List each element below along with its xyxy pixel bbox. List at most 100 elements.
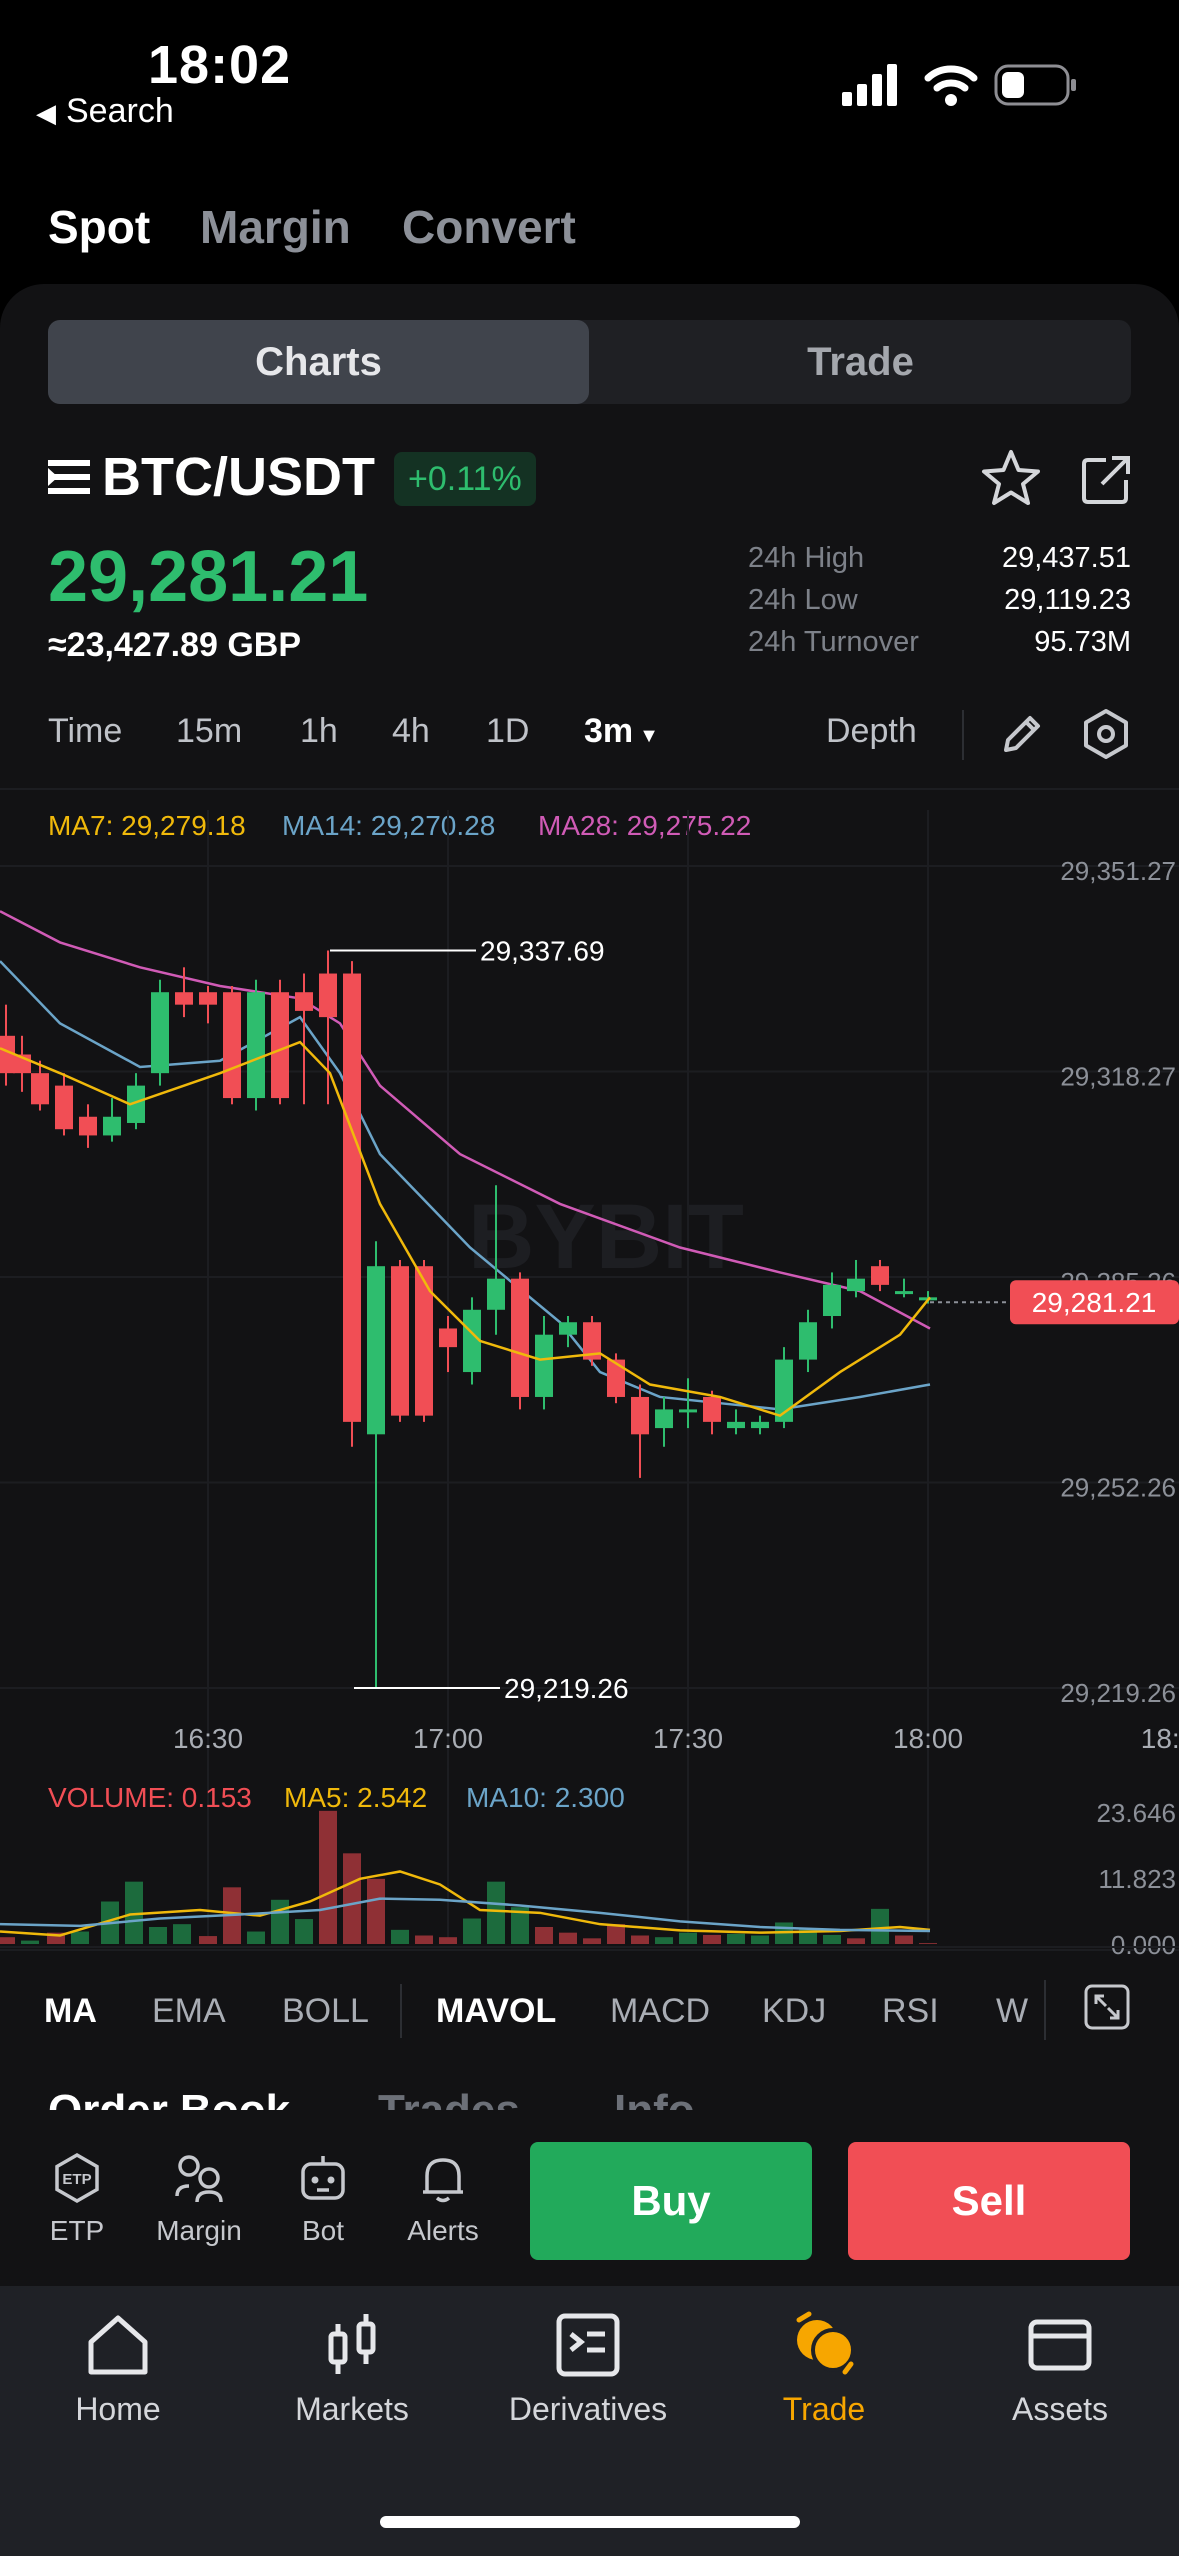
- volume-bar: [343, 1853, 361, 1944]
- candle-body: [799, 1322, 817, 1360]
- volume-bar: [149, 1926, 167, 1944]
- nav-assets[interactable]: Assets: [960, 2310, 1160, 2428]
- candle-body: [583, 1322, 601, 1360]
- nav-markets-label: Markets: [295, 2391, 409, 2427]
- volume-bar: [319, 1810, 337, 1944]
- divider: [0, 788, 1179, 790]
- tf-1h[interactable]: 1h: [300, 712, 338, 750]
- trade-coins-icon: [796, 2311, 855, 2375]
- candlestick-chart[interactable]: BYBIT 29,337.69 29,219.26 29,351.27 29,318…: [0, 790, 1179, 1960]
- x-tick-label: 16:30: [173, 1723, 243, 1754]
- candle-body: [367, 1266, 385, 1435]
- candle-body: [847, 1278, 865, 1292]
- volume-bar: [71, 1931, 89, 1944]
- signal-icon: [842, 64, 897, 106]
- nav-derivatives-label: Derivatives: [508, 2391, 668, 2427]
- tf-1d[interactable]: 1D: [486, 712, 530, 750]
- share-icon[interactable]: [1080, 452, 1134, 506]
- candle-body: [55, 1085, 73, 1130]
- battery-icon: [994, 64, 1076, 106]
- tf-3m[interactable]: 3m ▼: [584, 712, 659, 751]
- back-to-search[interactable]: ◀ Search: [36, 92, 174, 131]
- pencil-icon[interactable]: [998, 710, 1046, 758]
- tf-time[interactable]: Time: [48, 712, 123, 750]
- vol-ma10-legend: MA10: 2.300: [466, 1782, 625, 1813]
- candle-body: [775, 1359, 793, 1422]
- nav-markets[interactable]: Markets: [252, 2310, 452, 2428]
- volume-bar: [679, 1932, 697, 1944]
- indicator-w[interactable]: W: [996, 1992, 1029, 2030]
- tf-15m[interactable]: 15m: [176, 712, 243, 750]
- stat-label-high: 24h High: [748, 542, 865, 574]
- x-tick-label: 17:30: [653, 1723, 723, 1754]
- back-arrow-icon: ◀: [36, 98, 56, 128]
- volume-bar: [847, 1938, 865, 1944]
- segment-charts[interactable]: Charts: [48, 320, 589, 404]
- volume-bar: [895, 1935, 913, 1944]
- candle-body: [823, 1284, 841, 1317]
- action-alerts[interactable]: Alerts: [398, 2152, 488, 2247]
- nav-trade[interactable]: Trade: [724, 2310, 924, 2428]
- status-time: 18:02: [148, 35, 292, 95]
- volume-bar: [21, 1940, 39, 1944]
- indicator-mavol[interactable]: MAVOL: [436, 1992, 557, 2030]
- high-low-markers: 29,337.69 29,219.26: [330, 936, 629, 1704]
- wifi-icon: [924, 65, 978, 106]
- volume-bar: [559, 1932, 577, 1944]
- candle-body: [295, 992, 313, 1011]
- volume-bar: [511, 1907, 529, 1944]
- indicator-rsi[interactable]: RSI: [882, 1992, 939, 2030]
- candle-body: [559, 1322, 577, 1335]
- favorite-star-icon[interactable]: [980, 448, 1042, 508]
- home-indicator: [380, 2516, 800, 2528]
- volume-bar: [871, 1908, 889, 1944]
- fullscreen-icon[interactable]: [1084, 1984, 1130, 2030]
- stat-value-high: 29,437.51: [1001, 542, 1131, 574]
- x-tick-label: 18:00: [893, 1723, 963, 1754]
- nav-trade-label: Trade: [782, 2391, 866, 2427]
- action-etp[interactable]: ETP ETP: [32, 2152, 122, 2247]
- ma7-legend: MA7: 29,279.18: [48, 810, 246, 841]
- tab-info[interactable]: Info: [614, 2086, 695, 2110]
- ma28-path: [0, 910, 931, 1330]
- y-tick-label: 29,351.27: [1060, 856, 1176, 886]
- sell-button[interactable]: Sell: [848, 2142, 1130, 2260]
- indicator-kdj[interactable]: KDJ: [762, 1992, 827, 2030]
- fiat-price: ≈23,427.89 GBP: [48, 626, 302, 664]
- depth-button[interactable]: Depth: [826, 712, 917, 750]
- wallet-icon: [1028, 2319, 1092, 2371]
- volume-y-tick: 23.646: [1096, 1798, 1176, 1828]
- nav-derivatives[interactable]: Derivatives: [488, 2310, 688, 2428]
- settings-hex-icon[interactable]: [1080, 708, 1132, 760]
- tab-margin[interactable]: Margin: [200, 201, 351, 253]
- markets-candles-icon: [328, 2314, 376, 2374]
- action-margin[interactable]: Margin: [154, 2152, 244, 2247]
- last-price: 29,281.21: [48, 537, 369, 617]
- indicator-boll[interactable]: BOLL: [282, 1992, 369, 2030]
- buy-button[interactable]: Buy: [530, 2142, 812, 2260]
- indicator-macd[interactable]: MACD: [610, 1992, 711, 2030]
- ma7-line: [0, 1040, 931, 1418]
- segment-trade[interactable]: Trade: [807, 339, 914, 384]
- indicator-ma[interactable]: MA: [44, 1992, 97, 2030]
- pair-symbol[interactable]: BTC/USDT: [102, 447, 375, 507]
- nav-home-label: Home: [75, 2391, 161, 2427]
- ma28-line: [0, 910, 931, 1330]
- action-bot[interactable]: Bot: [278, 2152, 368, 2247]
- candle-body: [487, 1278, 505, 1310]
- tab-convert[interactable]: Convert: [402, 201, 576, 253]
- volume-bar: [583, 1938, 601, 1944]
- pair-menu-icon[interactable]: [48, 458, 90, 496]
- last-price-label: 29,281.21: [1032, 1287, 1157, 1318]
- volume-y-tick: 11.823: [1098, 1864, 1176, 1894]
- margin-people-icon: [175, 2155, 223, 2203]
- candle-body: [319, 973, 337, 1018]
- tab-order-book[interactable]: Order Book: [48, 2086, 290, 2110]
- tab-spot[interactable]: Spot: [48, 201, 151, 253]
- nav-home[interactable]: Home: [18, 2310, 218, 2428]
- volume-bar: [247, 1931, 265, 1944]
- tab-trades[interactable]: Trades: [378, 2086, 520, 2110]
- low-marker-label: 29,219.26: [504, 1673, 629, 1704]
- tf-4h[interactable]: 4h: [392, 712, 430, 750]
- indicator-ema[interactable]: EMA: [152, 1992, 226, 2030]
